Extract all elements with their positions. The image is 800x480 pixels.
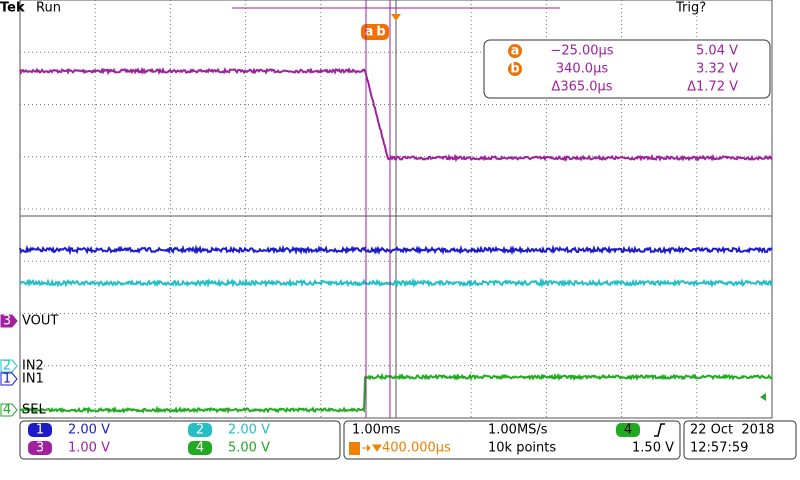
channel-badge [28, 441, 52, 455]
trigger-channel: 4 [624, 423, 632, 438]
channel-scale: 5.00 V [228, 441, 270, 456]
channel-badge [188, 441, 212, 455]
channel-badge-number: 4 [196, 441, 204, 456]
trigger-channel-badge [616, 423, 640, 437]
sample-rate: 1.00MS/s [488, 423, 548, 438]
channel-badge-number: 3 [36, 441, 44, 456]
cursor-flag [361, 24, 389, 40]
cursor-badge-label: a [511, 44, 520, 59]
cursor-time: −25.00µs [550, 44, 613, 59]
cursor-badge-label: b [510, 62, 519, 77]
trigger-marker [391, 14, 401, 21]
channel-marker [0, 314, 18, 328]
trigger-pos-arrow [362, 444, 382, 452]
waveform [19, 277, 773, 289]
channel-number: 1 [3, 372, 11, 387]
record-length: 10k points [488, 441, 556, 456]
channel-scale: 2.00 V [228, 423, 270, 438]
channel-number: 3 [3, 314, 11, 329]
trigger-level: 1.50 V [632, 441, 674, 456]
waveform [19, 372, 773, 415]
waveform [19, 66, 773, 163]
cursor-badge [508, 44, 522, 58]
scale-box [19, 420, 341, 460]
trigger-status: Trig? [675, 1, 706, 16]
cursor-voltage: 5.04 V [696, 44, 738, 59]
channel-number: 4 [3, 403, 11, 418]
readout-rows: a −25.00µs 5.04 V b 340.0µs 3.32 V Δ365.0µs Δ1.… [508, 44, 738, 95]
cursor-voltage: 3.32 V [696, 62, 738, 77]
channel-label: IN1 [22, 372, 44, 387]
brand: Tek [0, 1, 25, 16]
datetime-box [683, 420, 797, 460]
channel-label: IN2 [22, 359, 44, 374]
channel-label: SEL [22, 403, 46, 418]
trigger-pos-icon [349, 442, 360, 455]
waveform [19, 244, 773, 256]
run-status: Run [36, 1, 61, 16]
timebase-box [343, 420, 681, 460]
channel-scales: 1 2.00 V 2 2.00 V 3 1.00 V 4 5.00 V [28, 423, 270, 456]
trigger-position: 400.000µs [382, 441, 451, 456]
cursor-time: 340.0µs [556, 62, 608, 77]
waveforms [19, 66, 773, 415]
channel-marker [0, 359, 18, 373]
channel-badge-number: 2 [196, 423, 204, 438]
cursor-badge [508, 62, 522, 76]
date: 22 Oct 2018 [690, 423, 775, 438]
cursor-voltage: Δ1.72 V [687, 80, 738, 95]
cursor-time: Δ365.0µs [551, 80, 612, 95]
cursor-readout [483, 39, 771, 99]
channel-labels: 3 VOUT 2 IN2 1 IN1 4 SEL [0, 314, 58, 418]
timebase: 1.00ms [352, 423, 401, 438]
channel-scale: 1.00 V [68, 441, 110, 456]
cursor-flag-label: a [365, 25, 374, 40]
channel-marker [0, 403, 18, 417]
cursor-flag-label: b [376, 25, 385, 40]
time: 12:57:59 [690, 441, 748, 456]
channel-badge [28, 423, 52, 437]
channel-badge [188, 423, 212, 437]
trigger-level-marker [760, 393, 766, 401]
channel-marker [0, 372, 18, 386]
trigger-slope [654, 423, 665, 437]
channel-number: 2 [3, 359, 11, 374]
channel-label: VOUT [22, 314, 58, 329]
channel-badge-number: 1 [36, 423, 44, 438]
channel-scale: 2.00 V [68, 423, 110, 438]
